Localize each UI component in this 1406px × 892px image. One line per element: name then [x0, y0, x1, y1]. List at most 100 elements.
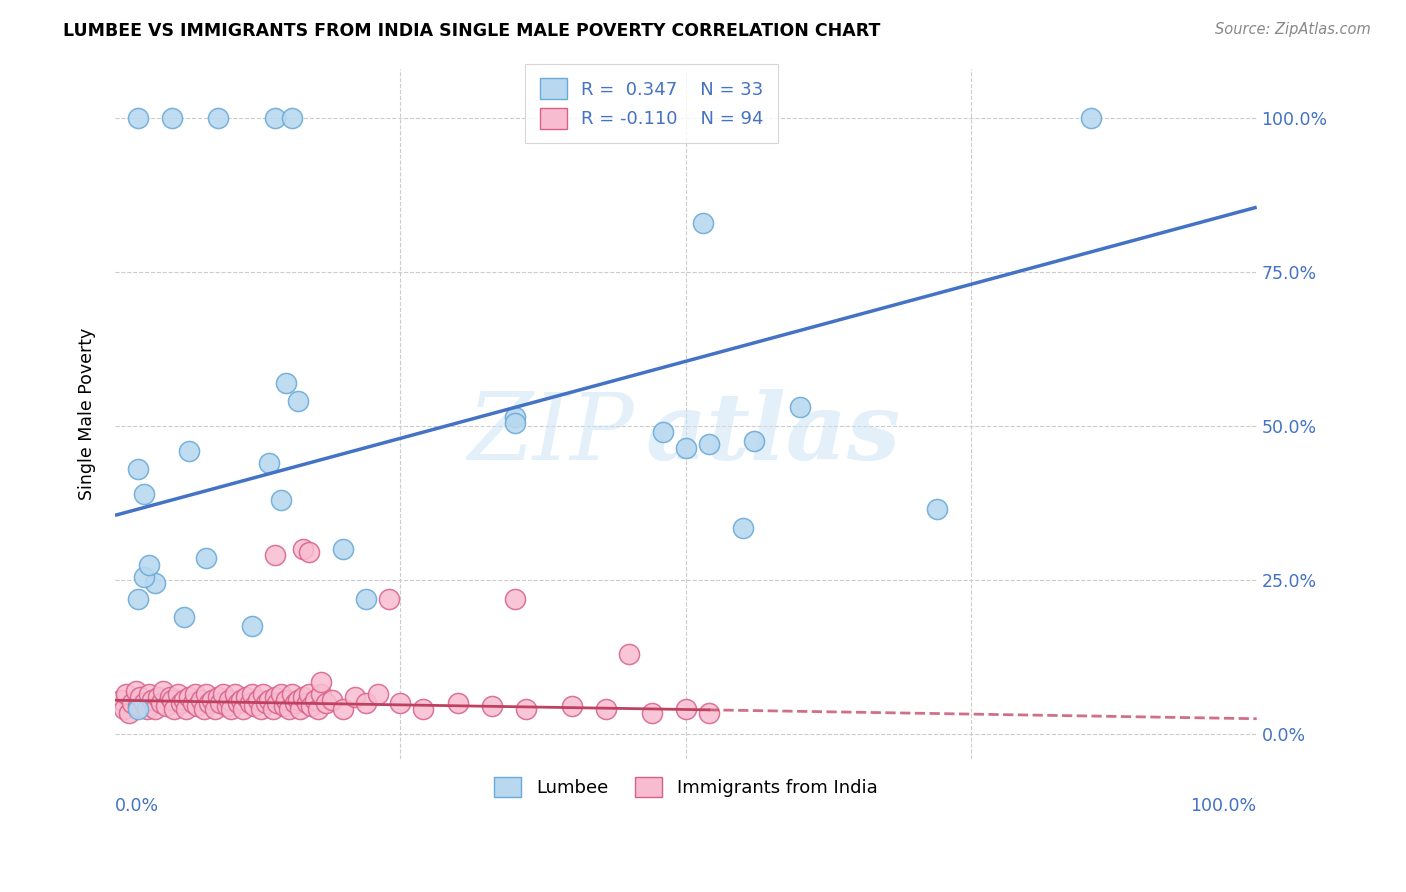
- Point: [127, 702, 149, 716]
- Point: [240, 619, 263, 633]
- Point: [148, 690, 170, 705]
- Point: [127, 591, 149, 606]
- Point: [299, 699, 322, 714]
- Point: [186, 699, 208, 714]
- Point: [617, 647, 640, 661]
- Point: [298, 687, 321, 701]
- Point: [155, 699, 177, 714]
- Point: [232, 702, 254, 716]
- Point: [263, 111, 285, 125]
- Point: [367, 687, 389, 701]
- Point: [127, 699, 149, 714]
- Point: [163, 702, 186, 716]
- Point: [160, 111, 183, 125]
- Point: [138, 687, 160, 701]
- Point: [298, 545, 321, 559]
- Point: [207, 690, 229, 705]
- Point: [675, 441, 697, 455]
- Point: [132, 570, 155, 584]
- Point: [179, 690, 201, 705]
- Y-axis label: Single Male Poverty: Single Male Poverty: [79, 327, 96, 500]
- Point: [304, 693, 326, 707]
- Point: [561, 699, 583, 714]
- Text: 100.0%: 100.0%: [1191, 797, 1257, 814]
- Point: [152, 684, 174, 698]
- Point: [273, 699, 295, 714]
- Point: [692, 216, 714, 230]
- Point: [112, 702, 135, 716]
- Point: [179, 443, 201, 458]
- Point: [184, 687, 207, 701]
- Point: [292, 542, 315, 557]
- Point: [252, 687, 274, 701]
- Point: [731, 521, 754, 535]
- Point: [263, 549, 285, 563]
- Point: [257, 693, 280, 707]
- Point: [118, 706, 141, 720]
- Point: [173, 610, 195, 624]
- Point: [246, 693, 269, 707]
- Point: [389, 696, 412, 710]
- Point: [209, 696, 232, 710]
- Point: [412, 702, 434, 716]
- Point: [195, 687, 218, 701]
- Point: [124, 684, 146, 698]
- Point: [207, 111, 229, 125]
- Point: [136, 702, 159, 716]
- Legend: Lumbee, Immigrants from India: Lumbee, Immigrants from India: [479, 762, 891, 812]
- Point: [173, 693, 195, 707]
- Point: [675, 702, 697, 716]
- Point: [239, 696, 262, 710]
- Point: [212, 687, 235, 701]
- Point: [174, 702, 197, 716]
- Point: [276, 376, 298, 390]
- Point: [378, 591, 401, 606]
- Point: [127, 462, 149, 476]
- Point: [132, 487, 155, 501]
- Point: [215, 699, 238, 714]
- Point: [195, 551, 218, 566]
- Point: [250, 702, 273, 716]
- Point: [257, 456, 280, 470]
- Point: [229, 693, 252, 707]
- Point: [309, 674, 332, 689]
- Point: [343, 690, 366, 705]
- Point: [270, 687, 292, 701]
- Point: [243, 699, 266, 714]
- Text: Source: ZipAtlas.com: Source: ZipAtlas.com: [1215, 22, 1371, 37]
- Point: [193, 702, 215, 716]
- Point: [1080, 111, 1102, 125]
- Point: [503, 591, 526, 606]
- Point: [697, 706, 720, 720]
- Point: [166, 687, 188, 701]
- Point: [640, 706, 662, 720]
- Point: [288, 702, 311, 716]
- Point: [149, 696, 172, 710]
- Point: [481, 699, 503, 714]
- Point: [160, 693, 183, 707]
- Point: [254, 696, 277, 710]
- Point: [354, 696, 377, 710]
- Point: [287, 693, 309, 707]
- Text: LUMBEE VS IMMIGRANTS FROM INDIA SINGLE MALE POVERTY CORRELATION CHART: LUMBEE VS IMMIGRANTS FROM INDIA SINGLE M…: [63, 22, 880, 40]
- Point: [277, 702, 299, 716]
- Point: [925, 502, 948, 516]
- Point: [127, 111, 149, 125]
- Point: [197, 696, 219, 710]
- Point: [138, 558, 160, 572]
- Point: [503, 409, 526, 424]
- Point: [789, 401, 811, 415]
- Point: [263, 690, 285, 705]
- Text: ZIP: ZIP: [468, 390, 634, 479]
- Point: [143, 576, 166, 591]
- Point: [204, 702, 226, 716]
- Point: [315, 696, 337, 710]
- Point: [129, 690, 152, 705]
- Point: [281, 111, 304, 125]
- Text: 0.0%: 0.0%: [115, 797, 159, 814]
- Point: [235, 690, 257, 705]
- Point: [287, 394, 309, 409]
- Point: [240, 687, 263, 701]
- Point: [354, 591, 377, 606]
- Point: [281, 687, 304, 701]
